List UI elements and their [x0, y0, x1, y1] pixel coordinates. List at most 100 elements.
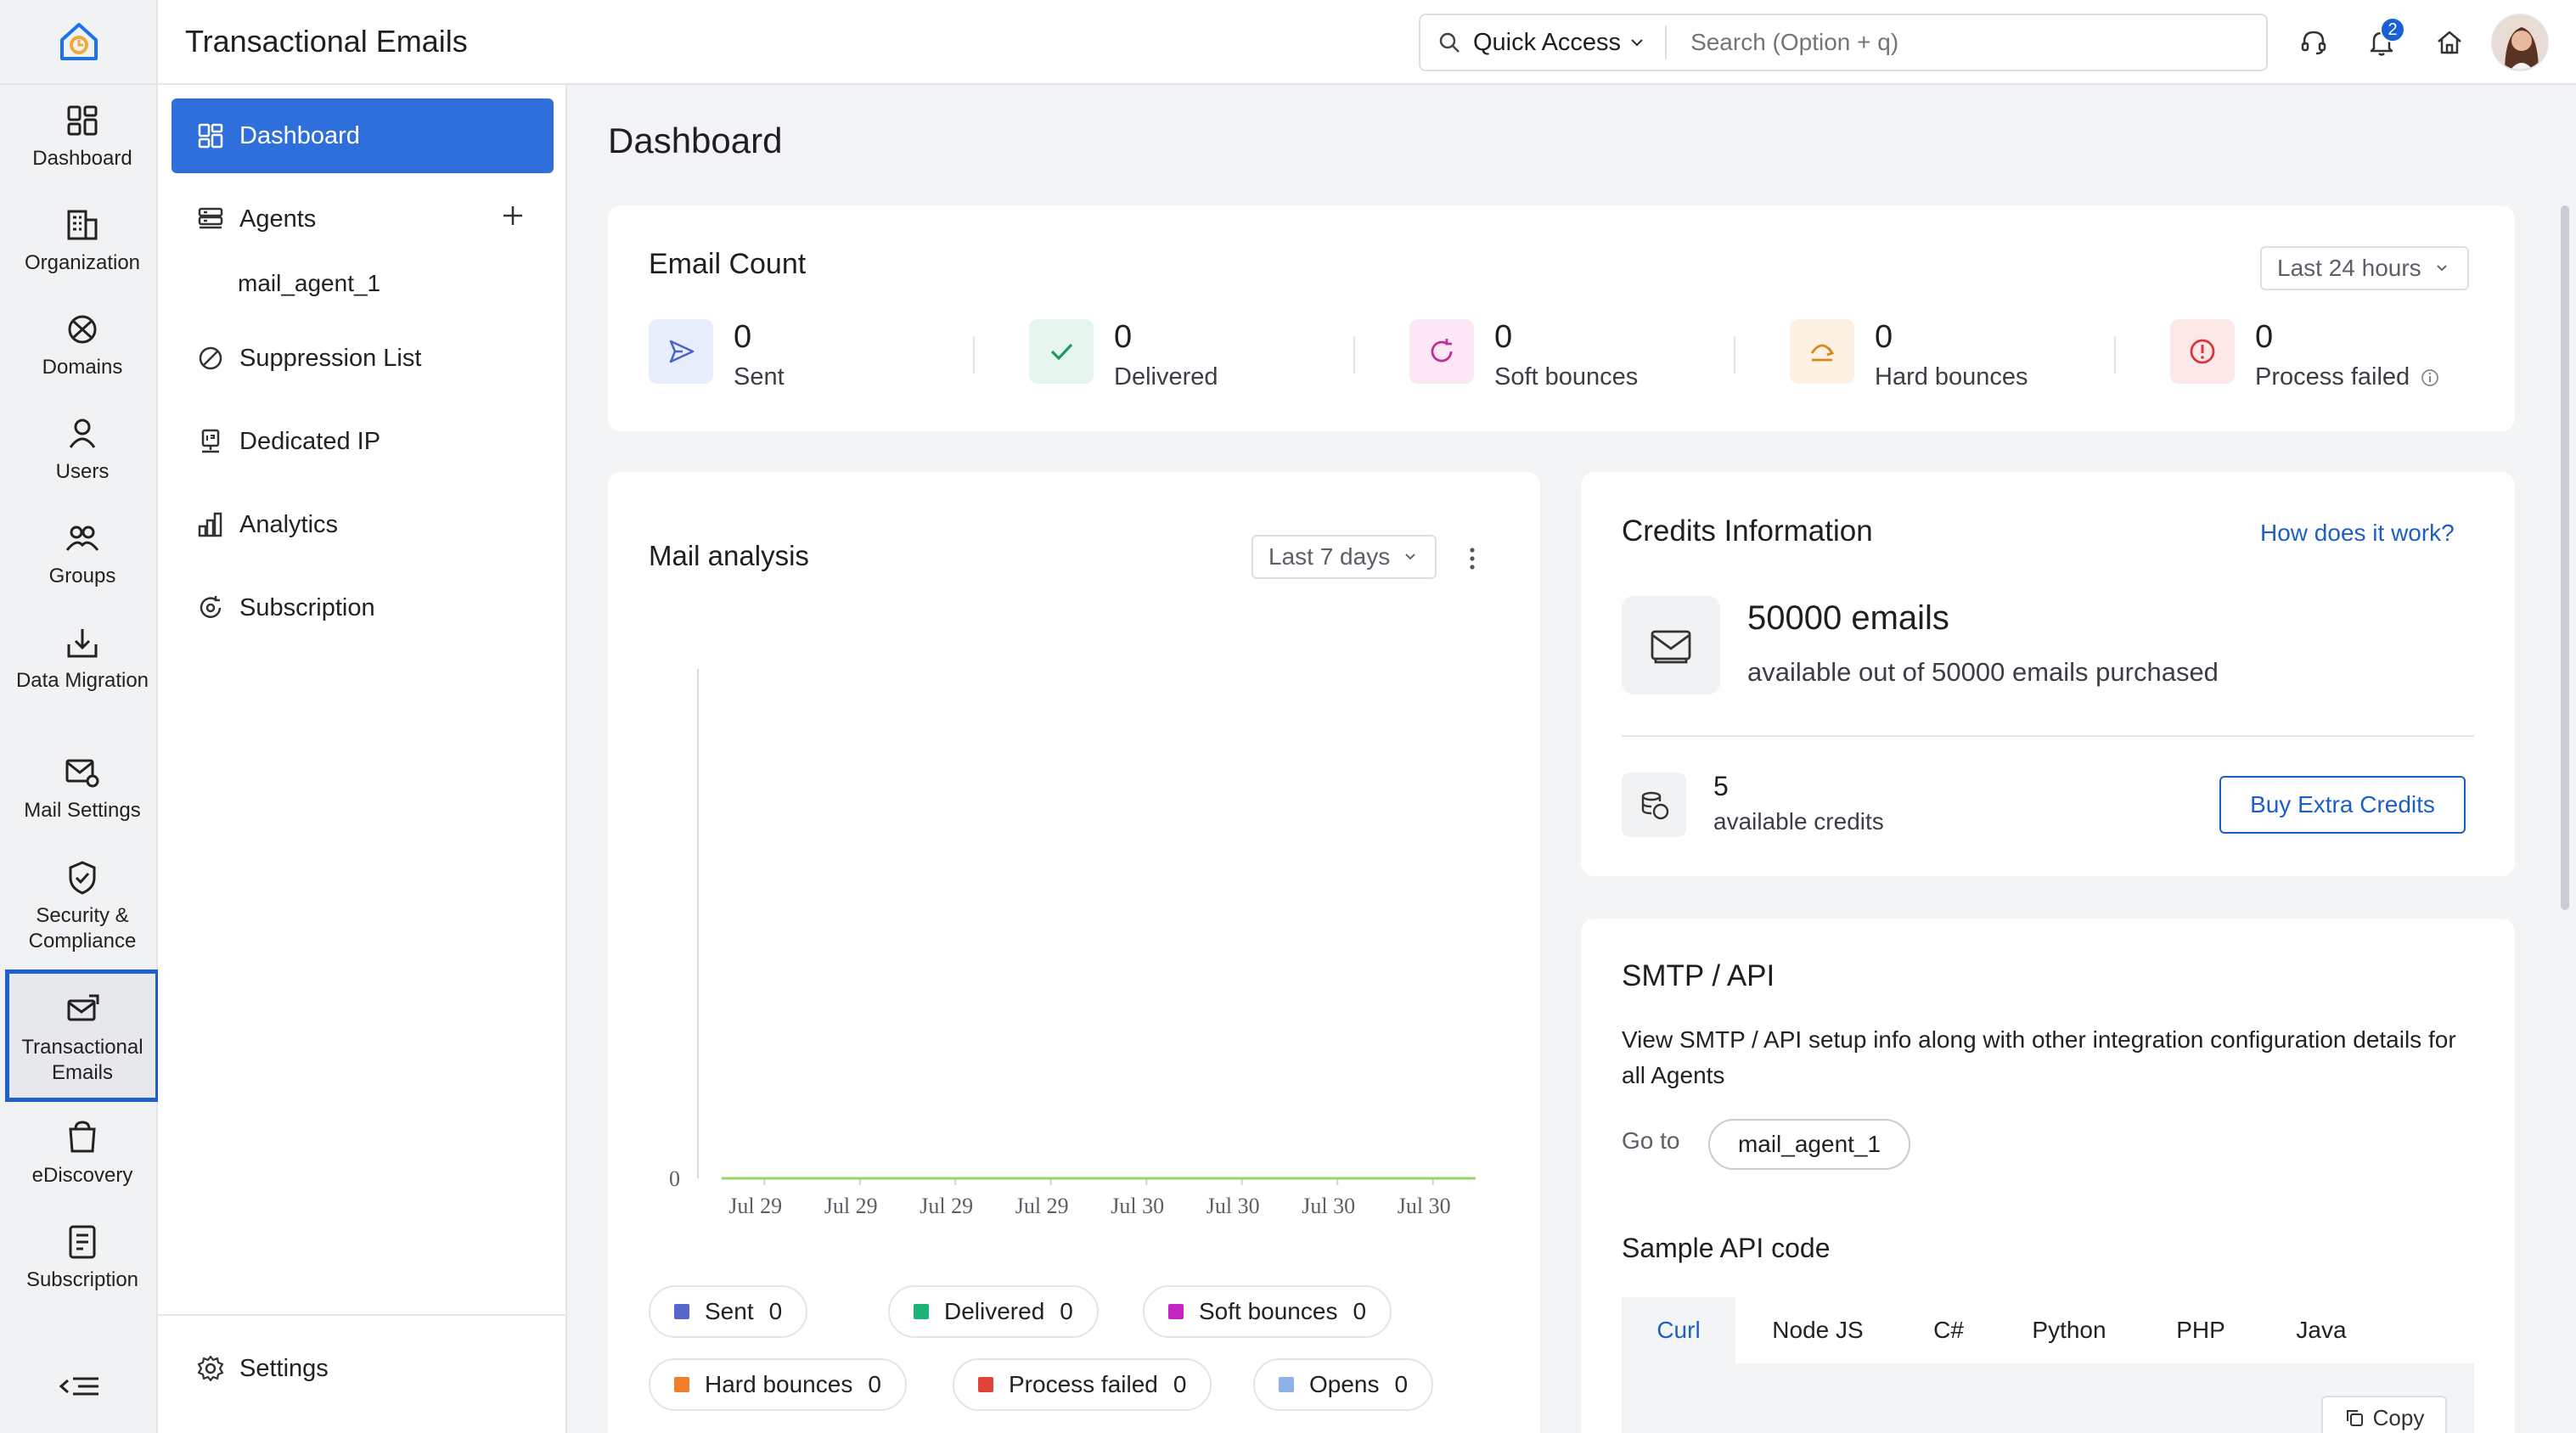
legend-count: 0 — [768, 1298, 783, 1324]
legend-soft-bounces[interactable]: Soft bounces 0 — [1143, 1285, 1392, 1338]
rail-item-dashboard[interactable]: Dashboard — [7, 100, 158, 171]
page-title: Dashboard — [608, 121, 783, 160]
search-icon — [1439, 32, 1460, 53]
main-scrollbar[interactable] — [2561, 205, 2569, 910]
legend-swatch — [914, 1304, 929, 1319]
dropdown-value: Last 24 hours — [2277, 255, 2421, 281]
rail-item-organization[interactable]: Organization — [7, 205, 158, 276]
data-migration-icon — [67, 629, 98, 658]
legend-count: 0 — [868, 1371, 881, 1397]
code-panel: Copy — [1622, 1363, 2474, 1433]
avatar-image — [2493, 15, 2547, 70]
nav-item-agents[interactable]: Agents — [172, 182, 554, 256]
app-logo[interactable] — [0, 0, 158, 85]
quick-access-label: Quick Access — [1473, 28, 1622, 56]
info-icon[interactable] — [2420, 368, 2440, 388]
x-tick-label: Jul 30 — [1302, 1194, 1356, 1218]
emails-headline: 50000 emails — [1747, 599, 1949, 637]
rail-item-label: Security & Compliance — [28, 904, 137, 953]
home-icon — [2438, 31, 2461, 54]
stat-label: Delivered — [1114, 363, 1218, 391]
domains-icon — [68, 315, 97, 344]
rail-item-label: Users — [55, 460, 110, 483]
collapse-rail-icon[interactable] — [56, 1374, 104, 1399]
smtp-api-card: SMTP / API View SMTP / API setup info al… — [1581, 919, 2515, 1433]
nav-item-subscription[interactable]: Subscription — [172, 570, 554, 645]
stat-value: 0 — [1494, 319, 1513, 355]
legend-swatch — [1279, 1377, 1294, 1392]
stat-value: 0 — [734, 319, 752, 355]
legend-sent[interactable]: Sent 0 — [649, 1285, 808, 1338]
quick-access-dropdown[interactable]: Quick Access — [1420, 25, 1668, 59]
add-agent-icon[interactable] — [501, 204, 525, 228]
security-icon — [69, 861, 96, 895]
x-tick-label: Jul 29 — [920, 1194, 974, 1218]
home-button[interactable] — [2429, 22, 2470, 63]
support-button[interactable] — [2293, 22, 2334, 63]
subscription-icon — [69, 1225, 96, 1259]
tab-node-js[interactable]: Node JS — [1772, 1317, 1864, 1343]
nav-item-settings[interactable]: Settings — [172, 1331, 554, 1406]
rail-item-security[interactable]: Security & Compliance — [7, 857, 158, 954]
nav-item-dashboard[interactable]: Dashboard — [172, 98, 554, 173]
stat-value: 0 — [1114, 319, 1133, 355]
buy-extra-credits-button[interactable]: Buy Extra Credits — [2219, 776, 2466, 834]
stat-delivered: 0 Delivered — [1029, 319, 1218, 391]
rail-item-data-migration[interactable]: Data Migration — [7, 622, 158, 694]
copy-label: Copy — [2372, 1404, 2425, 1430]
rail-item-groups[interactable]: Groups — [7, 518, 158, 589]
how-does-it-work-link[interactable]: How does it work? — [2260, 520, 2455, 546]
rail-item-transactional-emails[interactable]: Transactional Emails — [5, 969, 160, 1102]
credits-label: available credits — [1713, 808, 1884, 835]
mail-analysis-range-dropdown[interactable]: Last 7 days — [1251, 535, 1437, 579]
nav-item-suppression-list[interactable]: Suppression List — [172, 321, 554, 396]
rail-item-ediscovery[interactable]: eDiscovery — [7, 1117, 158, 1189]
nav-item-label: Dedicated IP — [239, 427, 381, 455]
copy-icon — [2346, 1410, 2363, 1426]
tab-python[interactable]: Python — [2032, 1317, 2106, 1343]
copy-button[interactable]: Copy — [2321, 1396, 2447, 1433]
divider — [1353, 336, 1355, 374]
x-tick-label: Jul 29 — [1015, 1194, 1069, 1218]
tab-curl[interactable]: Curl — [1622, 1297, 1735, 1363]
y-tick-label: 0 — [669, 1166, 680, 1191]
nav-subitem-mail-agent[interactable]: mail_agent_1 — [238, 270, 381, 296]
legend-swatch — [978, 1377, 993, 1392]
dedicated-ip-icon — [201, 429, 220, 453]
stat-soft-bounces: 0 Soft bounces — [1409, 319, 1638, 391]
legend-label: Hard bounces — [705, 1371, 853, 1397]
secondary-nav: Dashboard Agents mail_agent_1 Suppressio… — [158, 85, 567, 1433]
analytics-icon — [198, 512, 222, 537]
stat-label: Process failed — [2255, 363, 2410, 391]
search-box[interactable]: Quick Access — [1419, 14, 2268, 71]
legend-swatch — [674, 1377, 689, 1392]
email-count-range-dropdown[interactable]: Last 24 hours — [2260, 246, 2469, 290]
rail-item-label: eDiscovery — [31, 1164, 133, 1187]
rail-item-mail-settings[interactable]: Mail Settings — [7, 752, 158, 823]
legend-hard-bounces[interactable]: Hard bounces 0 — [649, 1358, 907, 1411]
stat-value: 0 — [2255, 319, 2274, 355]
legend-process-failed[interactable]: Process failed 0 — [953, 1358, 1212, 1411]
credits-value: 5 — [1713, 771, 1729, 801]
rail-item-label: Mail Settings — [24, 799, 141, 822]
rail-item-users[interactable]: Users — [7, 413, 158, 485]
nav-item-dedicated-ip[interactable]: Dedicated IP — [172, 404, 554, 479]
tab-java[interactable]: Java — [2296, 1317, 2347, 1343]
rail-item-subscription[interactable]: Subscription — [7, 1222, 158, 1293]
legend-delivered[interactable]: Delivered 0 — [888, 1285, 1099, 1338]
agent-pill[interactable]: mail_agent_1 — [1708, 1119, 1910, 1170]
search-input[interactable] — [1667, 29, 2262, 56]
legend-opens[interactable]: Opens 0 — [1253, 1358, 1434, 1411]
mail-envelope-icon — [1622, 596, 1720, 694]
notifications-button[interactable]: 2 — [2361, 17, 2405, 63]
more-options-icon[interactable] — [1464, 543, 1481, 574]
user-avatar[interactable] — [2491, 14, 2549, 71]
tab-csharp[interactable]: C# — [1933, 1317, 1964, 1343]
stat-hard-bounces: 0 Hard bounces — [1790, 319, 2028, 391]
nav-item-analytics[interactable]: Analytics — [172, 487, 554, 562]
check-icon — [1029, 319, 1094, 384]
rail-item-domains[interactable]: Domains — [7, 309, 158, 380]
app-title: Transactional Emails — [185, 24, 468, 59]
tab-php[interactable]: PHP — [2176, 1317, 2225, 1343]
legend-count: 0 — [1173, 1371, 1187, 1397]
